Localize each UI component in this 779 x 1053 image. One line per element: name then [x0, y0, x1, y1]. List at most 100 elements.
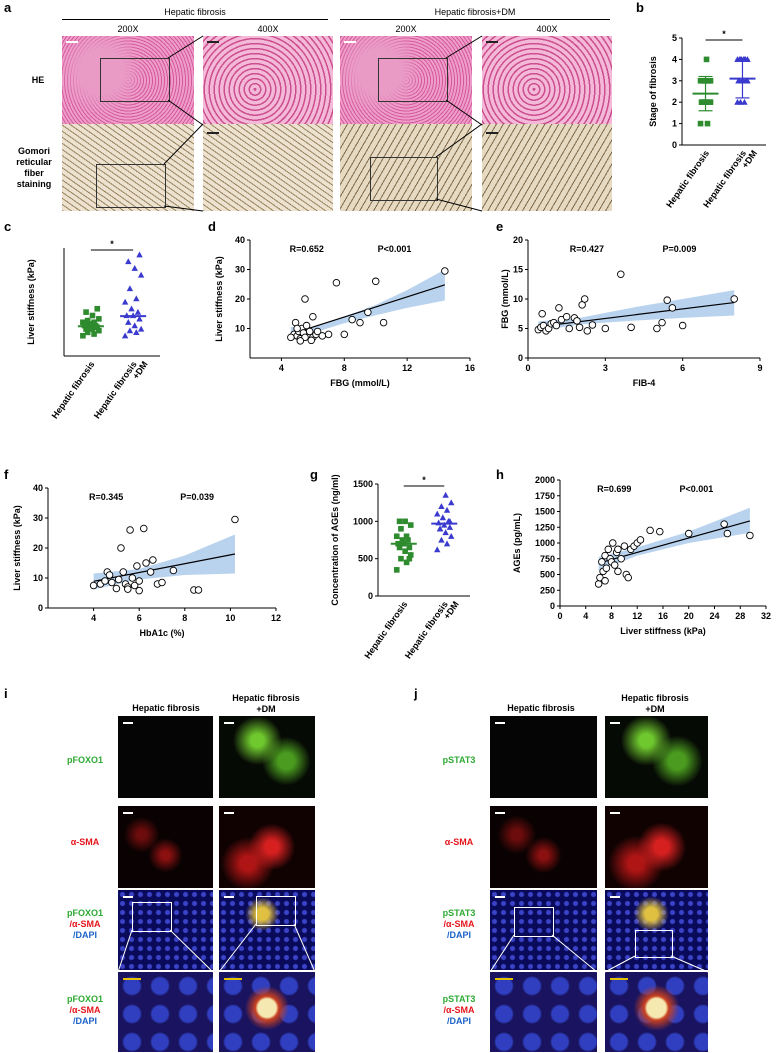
- panel-i-row2-label: α-SMA: [70, 837, 100, 847]
- chart-h-x-tick-label: 16: [658, 611, 668, 621]
- chart-g-sig-star: *: [422, 475, 426, 485]
- chart-e-point: [580, 295, 589, 303]
- chart-f-point: [149, 556, 157, 564]
- chart-e-point: [583, 327, 592, 335]
- chart-b-point: [741, 98, 748, 105]
- i-pfoxo1-hf: [118, 716, 213, 798]
- chart-g-category-label: Hepatic fibrosis: [403, 599, 450, 660]
- chart-c-point: [126, 327, 134, 334]
- chart-h-y-tick-label: 250: [540, 585, 555, 595]
- chart-c-point: [129, 312, 137, 319]
- chart-d-y-tick-label: 30: [235, 265, 245, 275]
- chart-e-point: [552, 321, 561, 330]
- chart-d-point: [379, 318, 388, 327]
- chart-f-point: [135, 586, 143, 595]
- chart-c-y-label: Liver stiffness (kPa): [26, 259, 36, 345]
- chart-g-y-tick-label: 500: [358, 554, 373, 564]
- chart-b-point: [704, 120, 711, 127]
- chart-f-y-tick-label: 20: [33, 543, 43, 553]
- panel-a-group1-underline: [62, 19, 328, 20]
- chart-h-point: [614, 567, 622, 576]
- chart-h-point: [604, 545, 613, 554]
- panel-label-b: b: [636, 0, 644, 15]
- panel-a-row-gomori: Gomori reticular fiber staining: [16, 146, 52, 189]
- panel-label-h: h: [496, 467, 504, 482]
- chart-h-point: [610, 561, 619, 569]
- chart-f-y-tick-label: 10: [33, 573, 43, 583]
- chart-d-point: [287, 333, 295, 342]
- chart-h-p-label: P<0.001: [679, 484, 713, 494]
- i-merge-hfdm: [219, 890, 315, 970]
- chart-f: 4 6 8 10 12 0 10 20 30 40 R=0.345 P=0.039 HbA1c (%) L…: [12, 483, 281, 638]
- chart-d-point: [332, 279, 341, 287]
- gomori-200x-hepatic-fibrosis-dm: [340, 124, 472, 211]
- chart-e-p-label: P=0.009: [663, 244, 697, 254]
- panel-label-d: d: [208, 219, 216, 234]
- chart-f-point: [108, 578, 116, 587]
- chart-d-point: [356, 318, 364, 327]
- chart-h-y-tick-label: 750: [540, 554, 555, 564]
- chart-c-point: [89, 312, 96, 319]
- chart-g-point: [438, 536, 445, 543]
- chart-c-point: [133, 329, 140, 335]
- chart-f-y-label: Liver stiffness (kPa): [12, 505, 22, 591]
- chart-f-r-label: R=0.345: [89, 492, 123, 502]
- chart-h-r-label: R=0.699: [597, 484, 631, 494]
- chart-h-point: [636, 536, 645, 544]
- chart-c-point: [80, 332, 86, 339]
- chart-g-point: [396, 518, 403, 525]
- chart-d-point: [313, 327, 322, 336]
- chart-h-point: [656, 527, 664, 536]
- chart-h-x-tick-label: 4: [583, 611, 588, 621]
- chart-c-point: [128, 305, 135, 312]
- chart-g-point: [434, 546, 441, 553]
- chart-h-point: [598, 558, 606, 566]
- chart-c-point: [125, 318, 132, 325]
- chart-g-category-label: Hepatic fibrosis: [362, 599, 409, 660]
- panel-a-mag-400-1: 400X: [257, 24, 279, 34]
- chart-d-point: [296, 337, 305, 345]
- chart-f-point: [112, 584, 121, 593]
- chart-f-point: [89, 581, 98, 590]
- chart-b-point: [737, 98, 744, 105]
- chart-h: 0 4 8 12 16 20 24 28 32 0 250 500 750 1000 1250 1500 175…: [512, 475, 771, 636]
- chart-b-point: [707, 78, 714, 84]
- chart-c-point: [136, 251, 143, 258]
- chart-g-y-tick-label: 1500: [353, 479, 373, 489]
- chart-g-point: [403, 533, 410, 540]
- chart-c-point: [137, 271, 145, 278]
- chart-g-point: [406, 555, 413, 562]
- chart-e-x-tick-label: 0: [525, 363, 530, 373]
- chart-h-point: [609, 539, 617, 547]
- chart-d-y-tick-label: 10: [235, 324, 245, 334]
- chart-d-y-label: Liver stiffness (kPa): [214, 256, 224, 342]
- chart-d: 4 8 12 16 10 20 30 40 R=0.652 P<0.001 FBG (mmol/L)…: [214, 235, 475, 388]
- panel-ij-zoom-lines: [117, 923, 709, 973]
- j-merge-hf: [490, 890, 597, 970]
- panel-label-g: g: [310, 467, 318, 482]
- chart-b-point: [704, 78, 711, 84]
- chart-f-point: [114, 575, 123, 584]
- i-zoom-hfdm: [219, 972, 315, 1052]
- i-pfoxo1-hfdm: [219, 716, 315, 798]
- chart-g-point: [405, 537, 411, 543]
- chart-b-point: [697, 120, 704, 127]
- chart-e-point: [575, 323, 584, 332]
- chart-h-point: [684, 529, 693, 538]
- chart-h-point: [646, 526, 654, 535]
- chart-g-point: [399, 537, 406, 543]
- chart-c-point: [80, 319, 86, 326]
- chart-h-y-tick-label: 1000: [535, 538, 555, 548]
- chart-h-point: [723, 529, 732, 538]
- chart-f-point: [130, 581, 139, 590]
- chart-d-point: [302, 321, 311, 330]
- chart-h-point: [620, 542, 629, 550]
- panel-i-col2: Hepatic fibrosis +DM: [232, 693, 300, 714]
- chart-f-point: [119, 568, 127, 576]
- panel-i-row4-label: pFOXO1/α-SMA/DAPI: [66, 994, 103, 1026]
- chart-f-point: [126, 526, 134, 534]
- chart-c-point: [137, 325, 145, 332]
- chart-e-x-tick-label: 3: [603, 363, 608, 373]
- chart-g-point: [407, 552, 414, 558]
